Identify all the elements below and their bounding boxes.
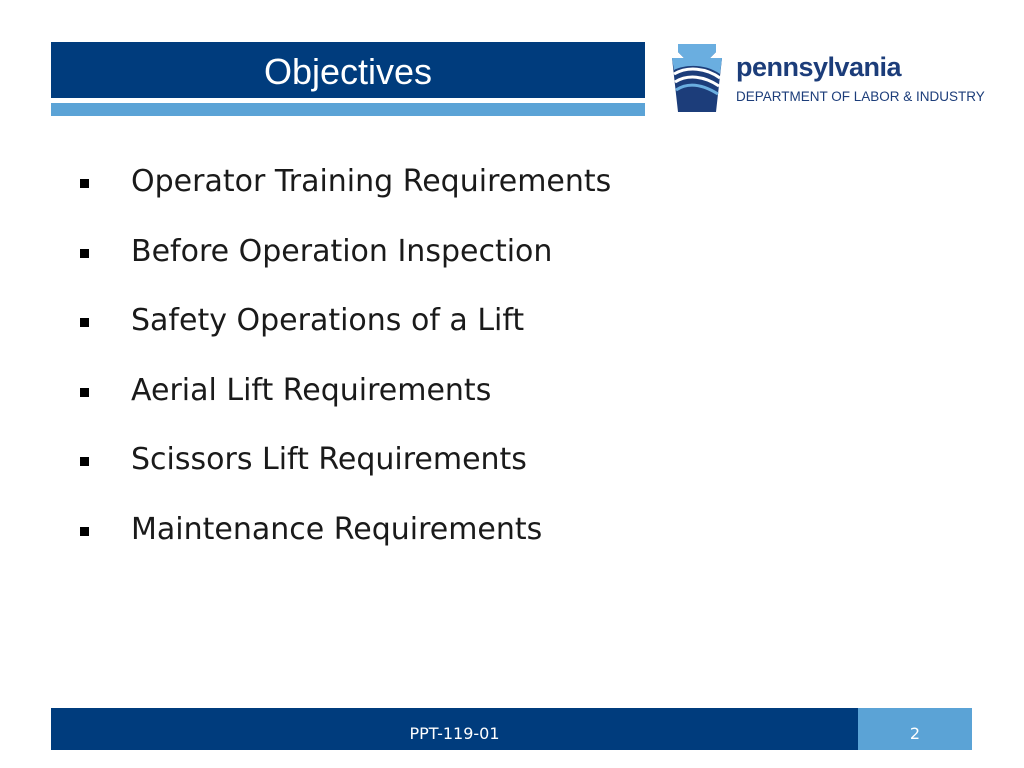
list-item: Maintenance Requirements [0,498,900,568]
list-item: Before Operation Inspection [0,220,900,290]
title-accent-stripe [51,103,645,116]
footer-bar: PPT-119-01 [51,708,858,750]
list-item: Operator Training Requirements [0,150,900,220]
keystone-icon [672,44,722,112]
list-item: Aerial Lift Requirements [0,359,900,429]
logo-wordmark: pennsylvania [736,52,902,82]
pa-labor-industry-logo: pennsylvania DEPARTMENT OF LABOR & INDUS… [666,44,986,114]
list-item-text: Before Operation Inspection [131,233,553,269]
square-bullet-icon [80,248,89,258]
list-item-text: Scissors Lift Requirements [131,442,527,477]
list-item-text: Safety Operations of a Lift [131,303,525,338]
list-item: Scissors Lift Requirements [0,428,900,498]
square-bullet-icon [80,387,89,397]
square-bullet-icon [80,457,89,466]
list-item-text: Maintenance Requirements [131,511,543,547]
list-item: Safety Operations of a Lift [0,289,900,359]
list-item-text: Aerial Lift Requirements [131,372,492,408]
slide-title: Objectives [263,51,433,92]
square-bullet-icon [80,526,89,536]
page-number-box: 2 [858,708,972,750]
page-number: 2 [909,724,921,743]
logo-department: DEPARTMENT OF LABOR & INDUSTRY [736,89,985,104]
square-bullet-icon [80,179,89,188]
square-bullet-icon [80,318,89,327]
footer-code: PPT-119-01 [409,724,500,743]
title-bar: Objectives [51,42,645,98]
list-item-text: Operator Training Requirements [131,164,612,199]
